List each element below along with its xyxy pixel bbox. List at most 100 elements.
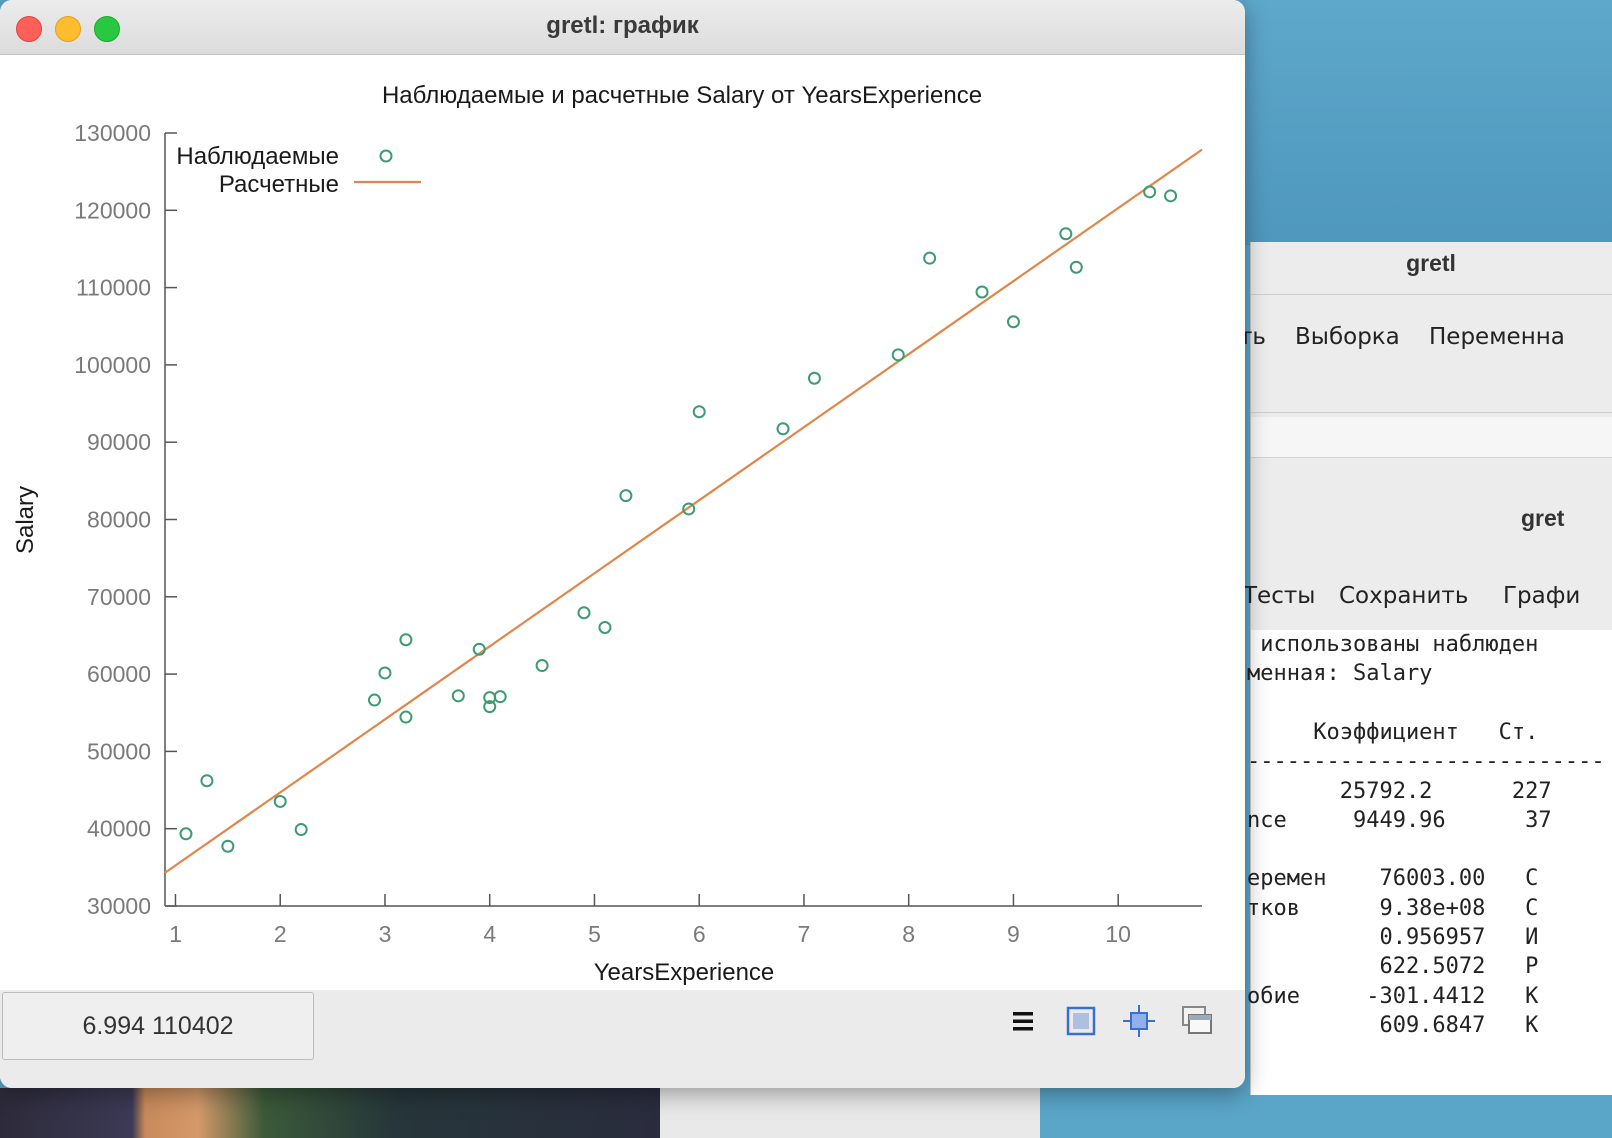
model-output-line: 622.5072 Р — [1247, 954, 1539, 980]
y-tick-label: 40000 — [87, 816, 151, 842]
x-tick-label: 2 — [274, 921, 287, 947]
windows-icon[interactable] — [1180, 1004, 1214, 1038]
y-tick-label: 30000 — [87, 893, 151, 919]
main-window-title: gretl — [1406, 250, 1456, 276]
data-point — [451, 689, 465, 703]
model-output-text: использованы наблюден менная: Salary Коэф… — [1247, 630, 1612, 1095]
fit-icon[interactable] — [1122, 1004, 1156, 1038]
y-tick-label: 100000 — [74, 352, 151, 378]
data-point — [923, 251, 937, 265]
data-point — [598, 620, 612, 634]
model-output-line: менная: Salary — [1247, 661, 1433, 687]
divider — [1251, 294, 1612, 295]
data-point — [399, 633, 413, 647]
model-output-line: тков 9.38e+08 С — [1247, 895, 1539, 921]
model-output-line: 0.956957 И — [1247, 925, 1539, 950]
legend-observed-label: Наблюдаемые — [176, 143, 339, 170]
menu-item-graphs[interactable]: Графи — [1503, 583, 1581, 609]
y-tick-label: 50000 — [87, 738, 151, 764]
model-output-line: обие -301.4412 К — [1247, 983, 1539, 1009]
coordinate-readout: 6.994 110402 — [2, 992, 314, 1060]
y-tick-label: 120000 — [74, 197, 151, 223]
zoom-button[interactable] — [94, 16, 120, 42]
x-axis-label: YearsExperience — [594, 959, 775, 986]
data-point — [483, 700, 497, 714]
axes: 30000 40000 50000 60000 70000 80000 90000 10000… — [74, 120, 1202, 947]
data-point — [776, 422, 790, 436]
y-tick-label: 80000 — [87, 507, 151, 533]
background-window-edge — [660, 1088, 1040, 1138]
gretl-main-window: gretl ть Выборка Переменна — [1239, 242, 1612, 502]
zoom-icon[interactable] — [1064, 1004, 1098, 1038]
title-bar[interactable]: gretl: график — [0, 0, 1245, 55]
menu-item-sample[interactable]: Выборка — [1295, 324, 1400, 350]
model-output-line: nce 9449.96 37 — [1247, 807, 1552, 833]
model-output-line: использованы наблюден — [1247, 632, 1539, 657]
scatter-chart[interactable]: Наблюдаемые и расчетные Salary от YearsE… — [0, 55, 1245, 990]
model-output-line: еремен 76003.00 С — [1247, 866, 1539, 892]
x-tick-label: 1 — [169, 921, 182, 947]
data-point — [179, 827, 193, 841]
data-point — [807, 371, 821, 385]
minimize-button[interactable] — [55, 16, 81, 42]
data-point — [294, 823, 308, 837]
x-tick-label: 4 — [483, 921, 496, 947]
model-output-line: 609.6847 К — [1247, 1012, 1539, 1038]
menu-item-tests[interactable]: Тесты — [1243, 583, 1316, 609]
legend-observed-marker — [379, 149, 393, 163]
data-point — [273, 794, 287, 808]
data-point — [1059, 227, 1073, 241]
toolbar-strip — [1251, 417, 1612, 458]
data-point — [891, 348, 905, 362]
x-tick-label: 6 — [693, 921, 706, 947]
data-point — [535, 659, 549, 673]
status-bar: 6.994 110402 — [0, 990, 1245, 1088]
data-point — [577, 606, 591, 620]
data-point — [493, 690, 507, 704]
divider — [1251, 412, 1612, 413]
model-output-line: 25792.2 227 — [1247, 778, 1552, 804]
data-point — [1006, 315, 1020, 329]
observed-points — [179, 185, 1178, 853]
data-point — [1069, 260, 1083, 274]
menu-icon[interactable] — [1006, 1004, 1040, 1038]
legend-fitted-label: Расчетные — [219, 171, 339, 198]
x-tick-label: 10 — [1105, 921, 1131, 947]
desktop-wallpaper — [0, 1088, 660, 1138]
chart-title: Наблюдаемые и расчетные Salary от YearsE… — [382, 82, 982, 109]
menu-item-save[interactable]: Сохранить — [1339, 583, 1469, 609]
data-point — [1143, 185, 1157, 199]
data-point — [399, 710, 413, 724]
y-tick-label: 70000 — [87, 584, 151, 610]
x-tick-label: 3 — [379, 921, 392, 947]
plot-window: gretl: график Наблюдаемые и расчетные Sa… — [0, 0, 1245, 1088]
data-point — [682, 502, 696, 516]
y-axis-label: Salary — [12, 486, 39, 554]
model-output-line: Коэффициент Ст. — [1247, 719, 1539, 745]
data-point — [619, 489, 633, 503]
y-tick-label: 60000 — [87, 661, 151, 687]
x-tick-label: 5 — [588, 921, 601, 947]
y-tick-label: 130000 — [74, 120, 151, 146]
y-tick-label: 110000 — [76, 275, 151, 301]
y-tick-label: 90000 — [87, 429, 151, 455]
gretl-model-window: gret Тесты Сохранить Графи использованы … — [1243, 495, 1612, 1095]
data-point — [200, 774, 214, 788]
window-title: gretl: график — [546, 12, 699, 39]
close-button[interactable] — [16, 16, 42, 42]
desktop-background — [1245, 0, 1612, 245]
data-point — [378, 666, 392, 680]
data-point — [367, 693, 381, 707]
data-point — [975, 285, 989, 299]
x-tick-label: 7 — [798, 921, 811, 947]
data-point — [692, 405, 706, 419]
menu-item-variable[interactable]: Переменна — [1429, 324, 1565, 350]
x-tick-label: 8 — [902, 921, 915, 947]
x-tick-label: 9 — [1007, 921, 1020, 947]
model-window-title: gret — [1521, 505, 1565, 531]
model-output-line: --------------------------- — [1247, 749, 1605, 775]
data-point — [472, 642, 486, 656]
data-point — [221, 839, 235, 853]
data-point — [1164, 189, 1178, 203]
